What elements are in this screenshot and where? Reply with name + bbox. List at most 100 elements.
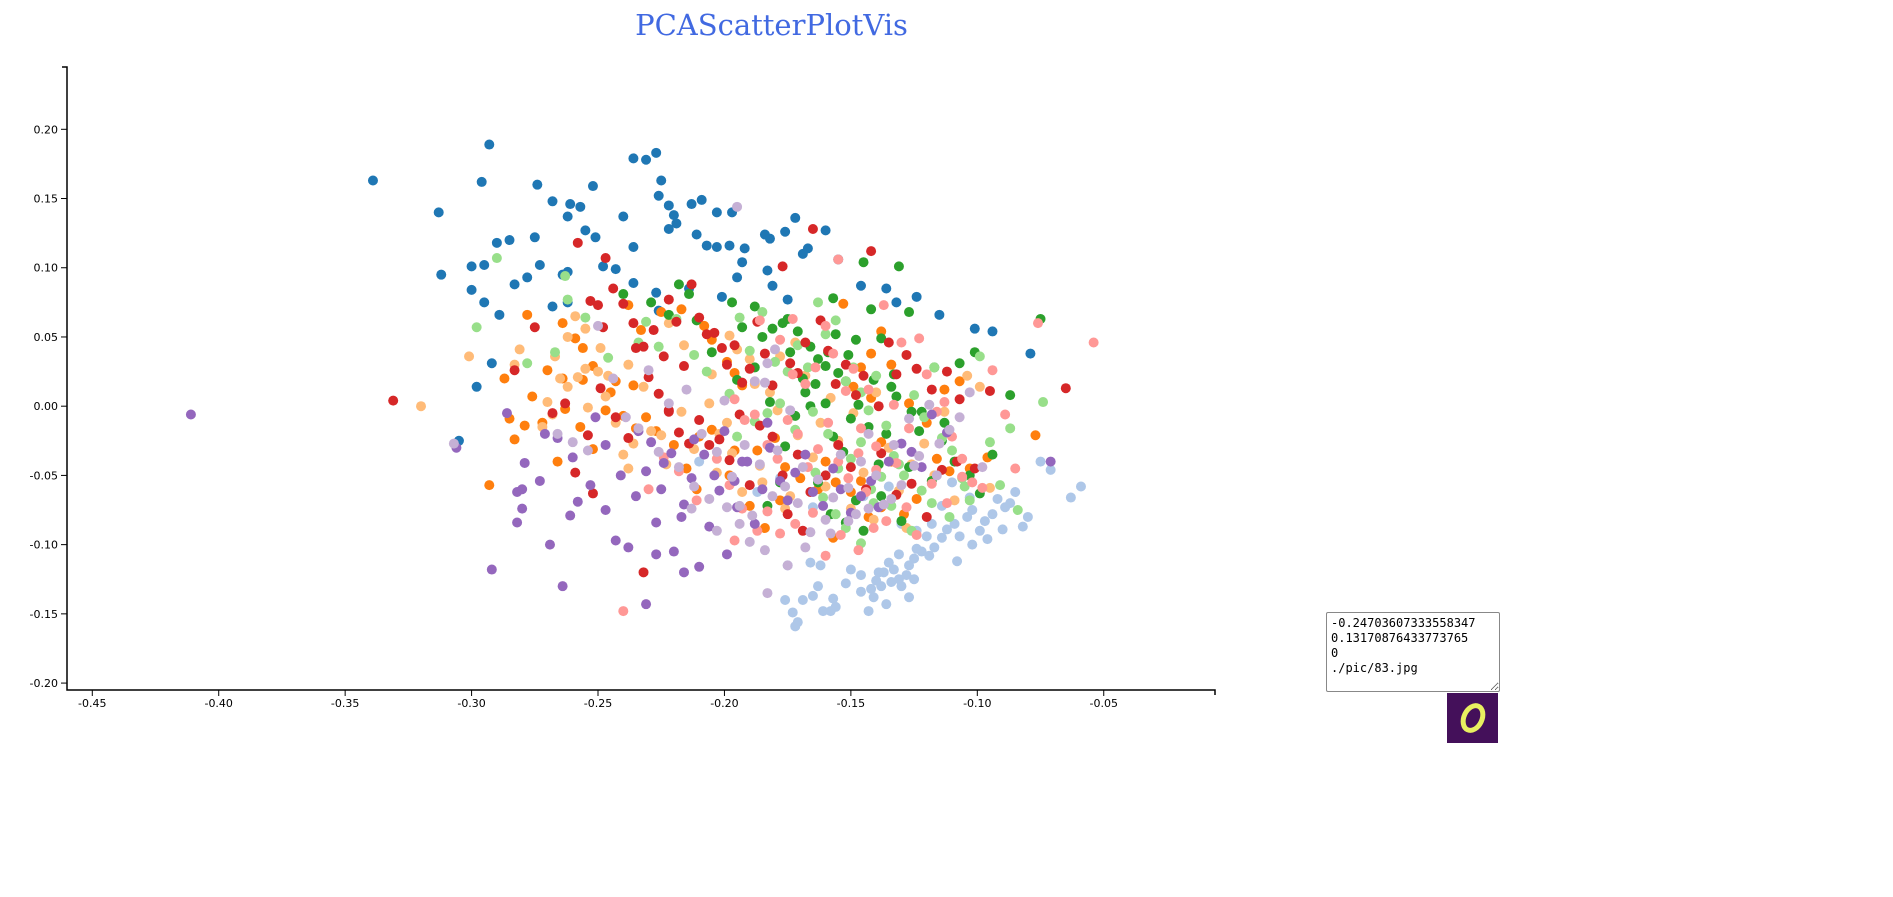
data-point [727, 297, 738, 308]
data-point [448, 438, 459, 449]
data-point [939, 406, 950, 417]
data-point [909, 574, 920, 585]
data-point [896, 581, 907, 592]
data-point [954, 376, 965, 387]
data-point [888, 399, 899, 410]
data-point [845, 453, 856, 464]
data-point [858, 467, 869, 478]
data-point [883, 557, 894, 568]
data-point [881, 599, 892, 610]
data-point [792, 428, 803, 439]
data-point [529, 232, 540, 243]
data-point [886, 381, 897, 392]
data-point [663, 398, 674, 409]
data-point [668, 439, 679, 450]
data-point [947, 445, 958, 456]
data-point [926, 384, 937, 395]
data-point [858, 257, 869, 268]
digit-zero-image [1460, 703, 1486, 733]
data-point [782, 495, 793, 506]
data-point [628, 241, 639, 252]
data-point [820, 320, 831, 331]
data-point [754, 459, 765, 470]
data-point [886, 359, 897, 370]
data-point [813, 474, 824, 485]
data-point [704, 398, 715, 409]
data-point [805, 557, 816, 568]
data-point [732, 201, 743, 212]
data-point [709, 470, 720, 481]
data-point [914, 451, 925, 462]
data-point [954, 394, 965, 405]
data-point [593, 366, 604, 377]
data-point [582, 445, 593, 456]
data-point [671, 316, 682, 327]
data-point [818, 500, 829, 511]
data-point [764, 442, 775, 453]
data-point [820, 456, 831, 467]
data-point [678, 567, 689, 578]
data-point [704, 493, 715, 504]
data-point [701, 366, 712, 377]
data-point [1030, 430, 1041, 441]
data-point [744, 354, 755, 365]
data-point [898, 470, 909, 481]
data-point [891, 457, 902, 468]
data-point [984, 385, 995, 396]
data-point [883, 456, 894, 467]
data-point [1045, 464, 1056, 475]
data-point [603, 352, 614, 363]
data-point [653, 388, 664, 399]
data-point [820, 398, 831, 409]
data-point [734, 518, 745, 529]
data-point [641, 412, 652, 423]
data-point [777, 261, 788, 272]
data-point [863, 606, 874, 617]
data-point [699, 320, 710, 331]
x-tick-label: -0.10 [963, 697, 991, 710]
data-point [577, 343, 588, 354]
data-point [977, 482, 988, 493]
data-point [580, 323, 591, 334]
data-point [914, 426, 925, 437]
data-point [840, 385, 851, 396]
data-point [608, 373, 619, 384]
data-point [618, 606, 629, 617]
selected-point-info[interactable] [1326, 612, 1500, 692]
data-point [185, 409, 196, 420]
data-point [855, 491, 866, 502]
digit-thumbnail [1447, 693, 1498, 743]
data-point [855, 456, 866, 467]
data-point [737, 377, 748, 388]
data-point [582, 402, 593, 413]
data-point [514, 344, 525, 355]
data-point [916, 462, 927, 473]
data-point [416, 401, 427, 412]
data-point [587, 488, 598, 499]
data-point [706, 424, 717, 435]
data-point [739, 415, 750, 426]
data-point [962, 370, 973, 381]
x-tick-label: -0.20 [710, 697, 738, 710]
x-tick-label: -0.35 [331, 697, 359, 710]
data-point [636, 325, 646, 336]
data-point [676, 511, 687, 522]
y-tick-label: -0.05 [30, 469, 58, 482]
data-point [575, 201, 586, 212]
data-point [1010, 463, 1021, 474]
data-point [843, 482, 854, 493]
data-point [911, 529, 922, 540]
y-tick-label: 0.10 [34, 262, 59, 275]
data-point [858, 525, 869, 536]
data-point [678, 361, 689, 372]
data-point [732, 431, 743, 442]
data-point [823, 428, 834, 439]
data-point [835, 529, 846, 540]
data-point [711, 446, 722, 457]
data-point [830, 329, 841, 340]
data-point [630, 343, 641, 354]
data-point [517, 503, 528, 514]
data-point [744, 500, 755, 511]
data-point [618, 289, 629, 300]
data-point [739, 439, 750, 450]
